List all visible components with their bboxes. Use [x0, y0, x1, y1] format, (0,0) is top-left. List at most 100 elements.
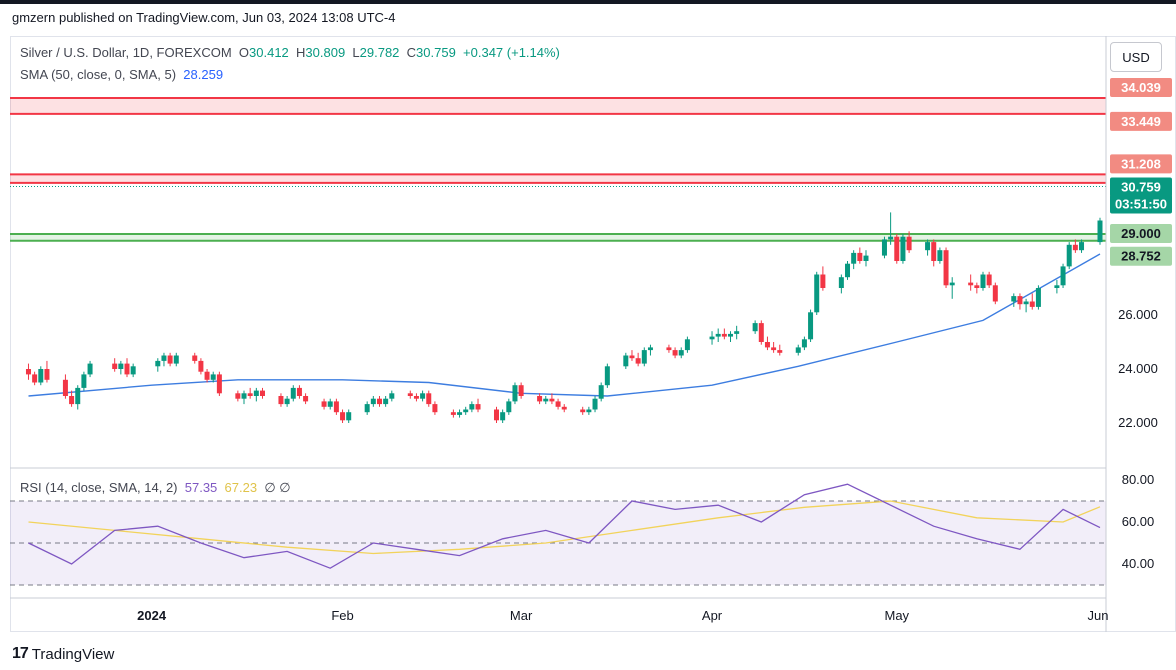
candle — [389, 390, 395, 402]
time-axis[interactable]: 2024 Feb Mar Apr May Jun — [137, 608, 1108, 623]
price-axis[interactable]: 22.00024.00026.00028.00034.03933.44931.2… — [1110, 77, 1172, 430]
candle — [734, 325, 740, 340]
candle-body — [155, 360, 161, 367]
candle — [1072, 239, 1078, 253]
price-label-support: 29.000 — [1121, 226, 1161, 241]
candle — [1011, 293, 1017, 307]
candle-body — [44, 369, 50, 380]
candle-body — [303, 396, 309, 402]
rsi-legend[interactable]: RSI (14, close, SMA, 14, 2) 57.35 67.23 … — [20, 480, 291, 496]
candle-body — [808, 312, 814, 340]
candle — [44, 360, 50, 383]
candle — [118, 360, 124, 375]
candle-body — [604, 366, 610, 386]
candle — [598, 382, 604, 402]
candle-body — [284, 398, 290, 405]
candle-body — [906, 236, 912, 251]
candle-body — [1079, 242, 1085, 251]
candle-body — [370, 398, 376, 405]
sma-legend[interactable]: SMA (50, close, 0, SMA, 5) 28.259 — [20, 67, 223, 82]
candle — [253, 387, 259, 402]
candle-body — [321, 401, 327, 407]
low-value: 29.782 — [359, 45, 400, 60]
price-label-box-support — [1110, 224, 1172, 243]
candle — [894, 234, 900, 264]
candle — [543, 396, 549, 405]
candle-body — [943, 250, 949, 286]
candle-body — [457, 412, 463, 415]
candle-body — [210, 374, 216, 380]
change-value: +0.347 (+1.14%) — [463, 45, 560, 60]
candle-body — [1060, 266, 1066, 286]
candle — [808, 309, 814, 342]
candle-body — [1023, 301, 1029, 305]
candle-body — [198, 360, 204, 372]
candle-body — [512, 385, 518, 402]
candle — [728, 331, 734, 342]
candle — [512, 382, 518, 405]
candle-body — [709, 336, 715, 340]
candle — [974, 282, 980, 294]
time-tick-label: Mar — [510, 608, 533, 623]
time-tick-label: May — [884, 608, 909, 623]
candle — [709, 331, 715, 345]
time-tick-label: Apr — [702, 608, 723, 623]
sma-line — [28, 253, 1101, 397]
candle-body — [327, 401, 333, 407]
candle — [980, 271, 986, 291]
chart-canvas[interactable]: 22.00024.00026.00028.00034.03933.44931.2… — [10, 36, 1176, 632]
candle — [992, 282, 998, 305]
currency-button[interactable]: USD — [1110, 42, 1162, 72]
candle-body — [247, 393, 253, 396]
candle — [931, 239, 937, 267]
candle — [284, 396, 290, 407]
candle — [814, 271, 820, 315]
price-label-box-last — [1110, 177, 1172, 197]
candle — [1079, 239, 1085, 253]
candle-body — [340, 412, 346, 421]
candle-body — [592, 398, 598, 410]
candle — [204, 369, 210, 383]
rsi-axis[interactable]: 40.00 60.00 80.00 — [1122, 472, 1155, 571]
candle-body — [253, 390, 259, 396]
candle-body — [75, 387, 81, 405]
candle — [210, 371, 216, 383]
candle — [857, 247, 863, 264]
candle-body — [124, 363, 130, 375]
candle — [900, 234, 906, 264]
candle-body — [506, 401, 512, 413]
candle — [943, 247, 949, 288]
candle-body — [734, 331, 740, 334]
candle-body — [38, 369, 44, 383]
candle-body — [420, 393, 426, 399]
candle — [1017, 293, 1023, 310]
candle — [1066, 242, 1072, 270]
candle — [290, 385, 296, 402]
candle-body — [469, 404, 475, 410]
candle-body — [635, 358, 641, 364]
candle — [518, 382, 524, 399]
candle-body — [296, 387, 302, 396]
tradingview-logo-icon: 17 — [12, 645, 29, 662]
candle-body — [389, 393, 395, 399]
candle — [795, 344, 801, 356]
candle — [1060, 263, 1066, 288]
candle — [327, 398, 333, 410]
candle-body — [1011, 296, 1017, 302]
rsi-label: RSI (14, close, SMA, 14, 2) — [20, 480, 178, 495]
candle — [475, 398, 481, 413]
candle — [506, 398, 512, 415]
candle — [937, 247, 943, 264]
candle — [549, 393, 555, 405]
candle — [364, 401, 370, 415]
publish-header: gmzern published on TradingView.com, Jun… — [12, 10, 396, 25]
candle-body — [25, 369, 31, 375]
candle-body — [684, 339, 690, 351]
candle-body — [561, 406, 567, 410]
candle-body — [974, 285, 980, 288]
rsi-tick-label: 60.00 — [1122, 514, 1155, 529]
price-label-resistance: 34.039 — [1121, 80, 1161, 95]
candle-body — [894, 236, 900, 261]
candle-body — [278, 396, 284, 405]
candle — [124, 358, 130, 378]
